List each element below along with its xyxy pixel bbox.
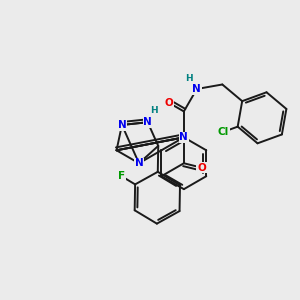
Text: N: N [179,132,188,142]
Text: O: O [164,98,173,108]
Text: O: O [197,163,206,172]
Text: H: H [151,106,158,115]
Text: N: N [118,120,126,130]
Text: F: F [118,172,126,182]
Text: H: H [185,74,193,82]
Text: Cl: Cl [218,127,229,137]
Text: N: N [135,158,143,168]
Text: N: N [143,117,152,127]
Text: N: N [192,84,201,94]
